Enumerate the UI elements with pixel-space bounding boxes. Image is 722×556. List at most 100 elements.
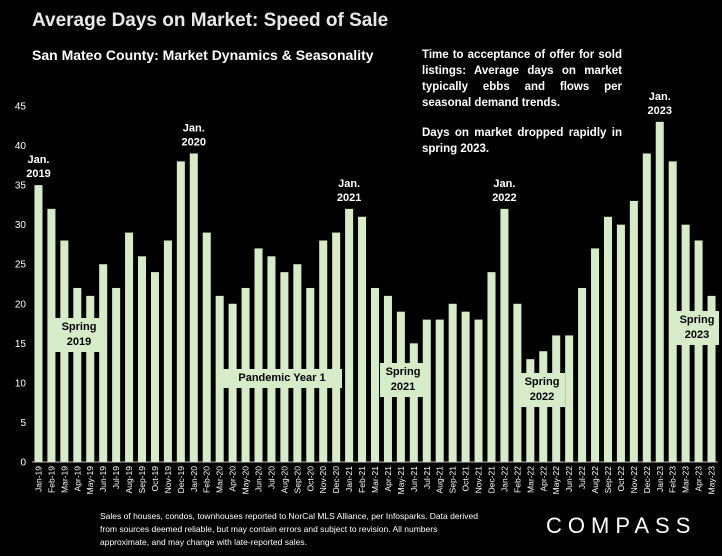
bar (267, 256, 276, 462)
y-tick-label: 10 (15, 378, 27, 389)
callout-box: Pandemic Year 1 (222, 369, 342, 388)
y-tick-label: 45 (15, 102, 27, 113)
x-tick-label: Oct-20 (305, 466, 315, 492)
bar (655, 121, 664, 463)
january-annotation: Jan. 2023 (648, 91, 672, 117)
x-tick-label: Sep-19 (137, 466, 147, 494)
bar (578, 287, 587, 462)
x-tick-label: Oct-19 (150, 466, 160, 492)
bar (487, 272, 496, 462)
y-tick-label: 0 (20, 458, 26, 469)
x-tick-label: Dec-20 (331, 466, 341, 494)
bar (370, 287, 380, 462)
bar (345, 208, 354, 462)
bar (616, 224, 625, 462)
bar (189, 153, 198, 462)
bar (513, 303, 522, 462)
bar (694, 240, 703, 462)
bar (707, 295, 716, 462)
bar (435, 319, 444, 462)
x-tick-label: Aug-21 (435, 466, 445, 494)
chart-subtitle: San Mateo County: Market Dynamics & Seas… (32, 47, 374, 63)
bar (176, 161, 185, 462)
x-tick-label: Mar-22 (525, 466, 535, 493)
bar (603, 216, 612, 462)
x-tick-label: Jan-19 (33, 466, 43, 492)
bar (47, 208, 56, 462)
chart-note: Time to acceptance of offer for sold lis… (422, 47, 622, 171)
compass-logo: COMPASS (546, 513, 697, 538)
x-tick-label: Nov-21 (474, 466, 484, 494)
x-tick-label: Dec-21 (486, 466, 496, 494)
x-tick-label: Dec-19 (176, 466, 186, 494)
bar (280, 272, 289, 462)
y-tick-label: 25 (15, 260, 27, 271)
bar (86, 295, 95, 462)
bar (642, 153, 651, 462)
bar (332, 232, 341, 462)
x-tick-label: May-20 (241, 466, 251, 495)
x-tick-label: Mar-20 (215, 466, 225, 493)
x-tick-label: Oct-21 (461, 466, 471, 492)
callout-box: Spring 2021 (380, 363, 426, 397)
note-paragraph-2: Days on market dropped rapidly in spring… (422, 127, 622, 155)
x-tick-label: Feb-22 (512, 466, 522, 493)
x-tick-label: Dec-22 (642, 466, 652, 494)
x-tick-label: Jan-22 (499, 466, 509, 492)
y-tick-label: 35 (15, 181, 27, 192)
bar (474, 319, 483, 462)
x-tick-label: Mar-19 (59, 466, 69, 493)
bar (138, 256, 147, 462)
x-tick-label: Mar-23 (681, 466, 691, 493)
x-tick-label: May-21 (396, 466, 406, 495)
january-annotation: Jan. 2019 (26, 154, 50, 180)
x-tick-label: Apr-19 (72, 466, 82, 492)
callout-box: Spring 2019 (54, 318, 104, 352)
bar (254, 248, 263, 462)
x-tick-label: Jan-21 (344, 466, 354, 492)
bar (293, 264, 302, 462)
bar (150, 272, 159, 462)
x-tick-label: Nov-19 (163, 466, 173, 494)
bar (73, 287, 82, 462)
x-tick-label: Jul-22 (577, 466, 587, 489)
bar (629, 200, 638, 462)
x-tick-label: Feb-23 (668, 466, 678, 493)
x-tick-label: Mar-21 (370, 466, 380, 493)
x-tick-label: Oct-22 (616, 466, 626, 492)
x-tick-label: Apr-22 (538, 466, 548, 492)
x-tick-label: Nov-20 (318, 466, 328, 494)
x-tick-label: Apr-20 (228, 466, 238, 492)
x-tick-label: Jun-19 (98, 466, 108, 492)
bar (202, 232, 211, 462)
bar (526, 359, 535, 462)
callout-box: Spring 2022 (519, 373, 565, 407)
bar (409, 343, 418, 462)
y-tick-label: 15 (15, 339, 27, 350)
chart-title: Average Days on Market: Speed of Sale (32, 10, 389, 31)
x-tick-label: Jan-23 (655, 466, 665, 492)
y-tick-label: 40 (15, 141, 27, 152)
bar (319, 240, 328, 462)
x-tick-label: Jan-20 (189, 466, 199, 492)
x-tick-label: Sep-22 (603, 466, 613, 494)
x-tick-label: Feb-21 (357, 466, 367, 493)
x-tick-label: Jun-20 (254, 466, 264, 492)
x-tick-label: Jun-21 (409, 466, 419, 492)
y-tick-label: 5 (20, 418, 26, 429)
january-annotation: Jan. 2020 (182, 122, 206, 148)
y-tick-label: 30 (15, 220, 27, 231)
x-tick-label: May-22 (551, 466, 561, 495)
bar (99, 264, 108, 462)
x-tick-label: Jul-20 (266, 466, 276, 489)
bar (358, 216, 367, 462)
bar (668, 161, 677, 462)
bar (163, 240, 172, 462)
bar (112, 287, 121, 462)
bar (448, 303, 457, 462)
bar (422, 319, 431, 462)
x-tick-label: Nov-22 (629, 466, 639, 494)
bar (565, 335, 574, 462)
x-tick-label: Sep-20 (292, 466, 302, 494)
